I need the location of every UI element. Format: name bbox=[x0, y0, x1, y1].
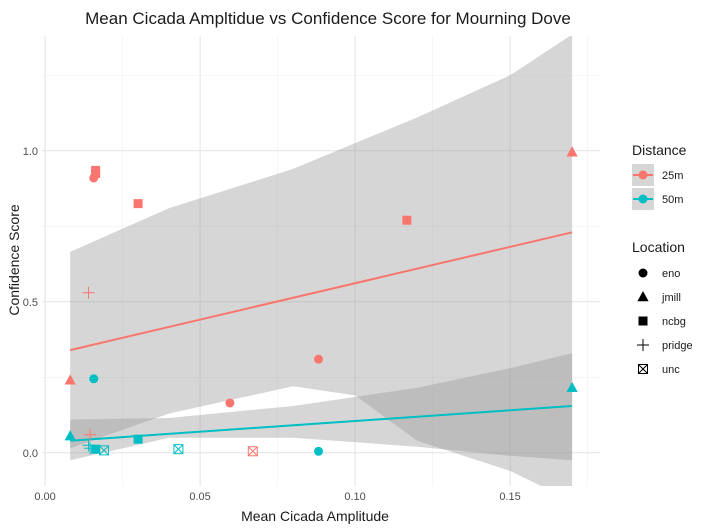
grid bbox=[42, 36, 600, 486]
confidence-bands bbox=[70, 36, 573, 486]
x-tick-label: 0.05 bbox=[189, 491, 210, 503]
x-tick-label: 0.10 bbox=[344, 491, 365, 503]
data-point-50m-eno bbox=[89, 374, 99, 384]
confidence-band-50m bbox=[70, 353, 573, 461]
data-point-50m-pridge bbox=[82, 439, 95, 452]
data-point-25m-eno bbox=[225, 398, 235, 408]
y-tick-label: 1.0 bbox=[23, 146, 38, 158]
shape-legend-key-unc bbox=[638, 364, 648, 374]
data-point-25m-jmill bbox=[64, 374, 76, 385]
trend-line-50m bbox=[70, 404, 573, 442]
data-point-50m-eno bbox=[314, 446, 324, 456]
color-legend-label: 50m bbox=[662, 194, 683, 206]
shape-legend-key-eno bbox=[638, 268, 648, 278]
data-point-25m-ncbg bbox=[133, 199, 143, 209]
color-legend-key-25m bbox=[632, 164, 654, 186]
axis-ticks: 0.00 0.05 0.10 0.15 0.0 0.5 1.0 bbox=[23, 146, 521, 503]
y-tick-label: 0.5 bbox=[23, 297, 38, 309]
data-point-50m-jmill bbox=[566, 381, 578, 393]
x-tick-label: 0.15 bbox=[499, 491, 520, 503]
data-point-25m-jmill bbox=[566, 146, 578, 157]
shape-legend-label: eno bbox=[662, 268, 680, 280]
y-axis-title: Confidence Score bbox=[6, 204, 22, 316]
data-point-50m-ncbg bbox=[133, 434, 143, 444]
data-point-25m-pridge bbox=[84, 428, 97, 441]
data-point-25m-eno bbox=[314, 354, 324, 364]
shape-legend-title: Location bbox=[632, 239, 685, 255]
shape-legend-label: jmill bbox=[661, 292, 681, 304]
data-point-25m-unc bbox=[247, 446, 258, 457]
shape-legend-key-pridge bbox=[637, 339, 649, 351]
color-legend-key-50m bbox=[632, 188, 654, 210]
color-legend-title: Distance bbox=[632, 142, 687, 158]
data-point-50m-unc bbox=[99, 445, 109, 456]
data-point-25m-pridge bbox=[82, 286, 95, 299]
trend-lines bbox=[69, 231, 573, 442]
legend: Distance Location 25m 50m eno jmill ncbg prid… bbox=[632, 142, 693, 376]
chart-title: Mean Cicada Ampltidue vs Confidence Scor… bbox=[85, 9, 571, 28]
x-axis-title: Mean Cicada Amplitude bbox=[241, 508, 389, 524]
y-tick-label: 0.0 bbox=[23, 448, 38, 460]
shape-legend-label: unc bbox=[662, 364, 680, 376]
data-point-50m-unc bbox=[173, 444, 184, 455]
trend-line-25m bbox=[69, 231, 573, 352]
data-point-50m-pridge bbox=[84, 442, 97, 455]
color-legend-label: 25m bbox=[662, 170, 683, 182]
data-point-25m-ncbg bbox=[91, 168, 101, 178]
confidence-band-25m bbox=[70, 36, 573, 486]
x-tick-label: 0.00 bbox=[34, 491, 55, 503]
shape-legend-key-jmill bbox=[637, 291, 649, 302]
data-point-50m-jmill bbox=[64, 430, 76, 441]
shape-legend-label: ncbg bbox=[662, 316, 686, 328]
shape-legend-label: pridge bbox=[662, 340, 693, 352]
data-point-50m-ncbg bbox=[91, 444, 101, 454]
data-points bbox=[64, 146, 578, 457]
shape-legend-key-ncbg bbox=[638, 316, 648, 326]
data-point-25m-ncbg bbox=[402, 215, 412, 225]
plot-area: 0.00 0.05 0.10 0.15 0.0 0.5 1.0 bbox=[23, 36, 600, 503]
